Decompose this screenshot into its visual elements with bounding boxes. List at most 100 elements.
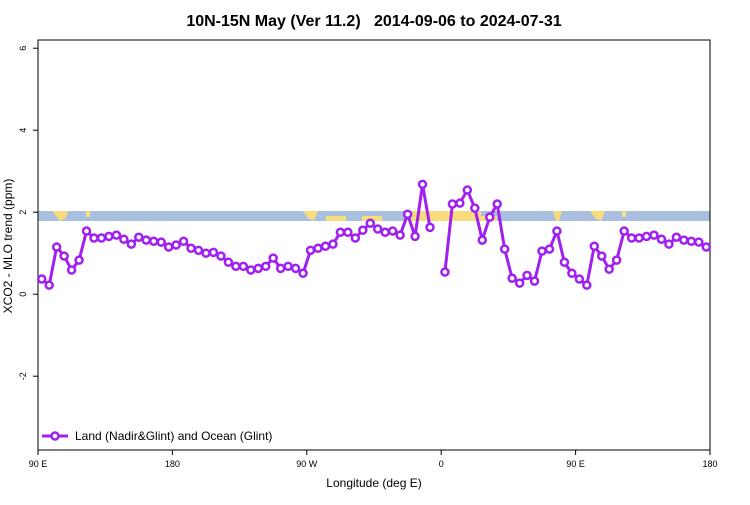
data-point: [141, 235, 152, 245]
data-point: [671, 232, 682, 242]
data-point: [66, 265, 77, 275]
x-tick-label: 90 W: [296, 459, 318, 469]
data-point: [223, 257, 234, 267]
data-point: [74, 255, 84, 265]
data-point: [544, 244, 555, 254]
data-point: [649, 230, 659, 240]
data-point: [380, 227, 390, 238]
legend-label: Land (Nadir&Glint) and Ocean (Glint): [75, 429, 272, 443]
data-point: [111, 230, 122, 240]
data-point: [387, 226, 398, 236]
x-tick-label: 0: [439, 459, 444, 469]
data-point: [163, 242, 174, 252]
data-point: [193, 245, 204, 256]
data-point: [514, 278, 525, 288]
data-point: [477, 235, 488, 245]
data-point: [552, 226, 562, 236]
data-point: [484, 212, 495, 222]
x-tick-label: 180: [702, 459, 717, 469]
data-point: [440, 267, 450, 277]
data-point: [365, 218, 376, 229]
data-point: [186, 243, 196, 254]
data-point: [59, 251, 69, 261]
data-point: [134, 232, 144, 242]
data-point: [104, 231, 114, 242]
y-tick-label: 0: [18, 292, 28, 297]
data-point: [156, 237, 166, 247]
data-point: [89, 233, 99, 243]
data-point: [694, 237, 704, 247]
data-point: [425, 222, 435, 233]
data-point: [275, 263, 286, 274]
data-point: [679, 235, 689, 245]
surface-band: [38, 211, 710, 221]
land: [405, 211, 481, 221]
data-point: [596, 251, 607, 261]
data-point: [119, 234, 129, 245]
data-point: [559, 257, 570, 267]
data-point: [626, 233, 637, 243]
data-point: [492, 199, 502, 209]
data-point: [529, 276, 540, 286]
land: [590, 211, 605, 221]
legend-marker: [50, 431, 60, 441]
x-axis-label: Longitude (deg E): [326, 476, 421, 490]
data-point: [664, 239, 674, 249]
land: [622, 211, 626, 217]
data-point: [51, 242, 62, 252]
data-point: [701, 242, 712, 252]
data-point: [148, 236, 159, 247]
data-point: [470, 203, 480, 213]
land: [553, 211, 562, 221]
data-point: [36, 274, 47, 284]
x-tick-label: 90 E: [29, 459, 48, 469]
data-point: [634, 233, 644, 243]
data-point: [81, 226, 92, 236]
data-point: [268, 253, 278, 263]
data-point: [96, 233, 107, 243]
y-tick-label: 2: [18, 210, 28, 215]
data-point: [537, 246, 547, 256]
y-tick-label: 4: [18, 128, 28, 133]
data-point: [253, 263, 264, 274]
data-point: [641, 231, 652, 242]
data-point: [507, 273, 517, 283]
data-point: [208, 247, 219, 258]
data-point: [44, 280, 54, 290]
data-point: [417, 179, 428, 190]
data-point: [126, 239, 137, 249]
data-point: [410, 231, 420, 242]
data-point: [611, 255, 622, 265]
data-point: [619, 226, 629, 236]
data-point: [402, 209, 413, 219]
data-point: [582, 280, 592, 290]
data-point: [238, 261, 249, 272]
y-axis-label: XCO2 - MLO trend (ppm): [1, 179, 15, 314]
data-point: [499, 244, 510, 254]
data-point: [216, 251, 226, 261]
data-point: [320, 241, 331, 251]
data-point: [178, 236, 189, 247]
data-point: [447, 199, 458, 209]
data-point: [589, 241, 600, 251]
data-point: [358, 225, 368, 235]
data-point: [171, 240, 181, 250]
land: [326, 216, 346, 221]
data-point: [298, 268, 308, 279]
y-tick-label: -2: [18, 372, 28, 380]
data-point: [313, 243, 323, 254]
data-point: [305, 245, 316, 256]
data-point: [246, 265, 256, 275]
land: [303, 211, 318, 221]
data-point: [522, 270, 532, 281]
data-point: [283, 261, 293, 272]
x-tick-label: 90 E: [566, 459, 585, 469]
data-point: [372, 224, 383, 234]
data-point: [567, 268, 577, 279]
data-point: [686, 236, 697, 247]
data-point: [574, 274, 585, 284]
data-point: [328, 239, 338, 249]
data-point: [656, 234, 667, 245]
